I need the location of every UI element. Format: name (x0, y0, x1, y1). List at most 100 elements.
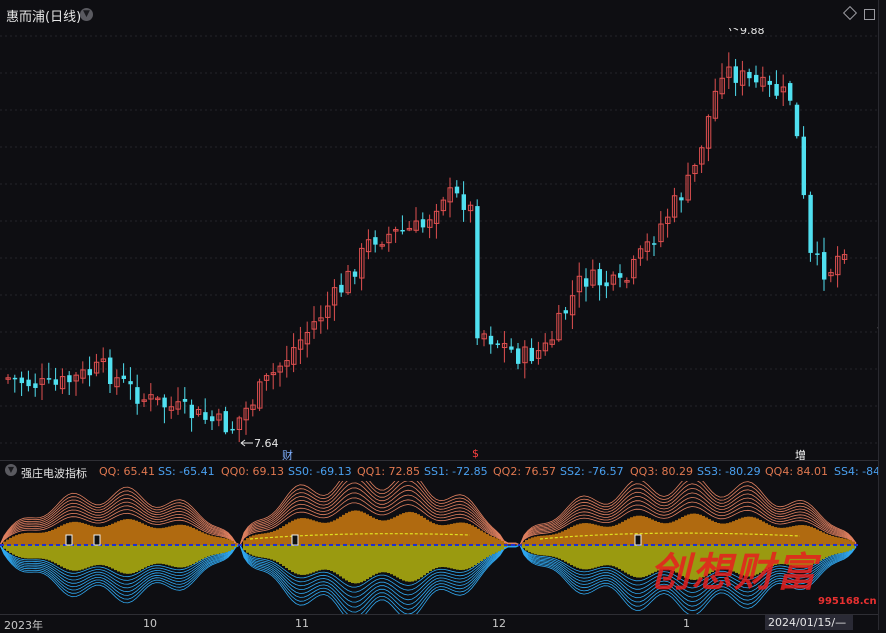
band-bar-up (297, 518, 300, 545)
band-bar-down (567, 545, 570, 564)
band-bar-down (465, 545, 468, 570)
band-bar-up (6, 539, 9, 545)
candle-body (440, 199, 447, 212)
wave-line-up (0, 497, 857, 546)
event-marker[interactable]: 增 (795, 449, 806, 462)
band-bar-up (717, 523, 720, 545)
band-bar-up (837, 537, 840, 545)
band-bar-up (480, 530, 483, 545)
band-bar-up (300, 518, 303, 545)
candle-body (216, 413, 222, 421)
band-bar-up (483, 532, 486, 545)
band-bar-up (234, 543, 237, 545)
band-bar-down (234, 545, 237, 548)
band-bar-down (387, 545, 390, 574)
band-bar-up (630, 517, 633, 545)
band-bar-down (696, 545, 699, 580)
band-bar-up (9, 537, 12, 545)
arrow-icon (240, 439, 253, 447)
candle-body (604, 282, 609, 287)
band-bar-up (597, 525, 600, 545)
band-bar-up (183, 525, 186, 545)
candle-body (495, 343, 500, 345)
candle-body (189, 404, 194, 419)
band-bar-up (207, 534, 210, 545)
wave-line-down (0, 544, 857, 613)
band-bar-up (621, 521, 624, 545)
candle-body (365, 239, 372, 253)
candle-body (475, 206, 480, 339)
band-bar-down (114, 545, 117, 571)
band-bar-up (774, 527, 777, 545)
candlestick-chart[interactable]: 9.88 7.64 (0, 28, 878, 460)
band-bar-up (783, 527, 786, 545)
band-bar-down (420, 545, 423, 578)
event-marker[interactable]: 财 (282, 449, 293, 462)
band-bar-down (201, 545, 204, 560)
band-bar-up (144, 524, 147, 545)
band-bar-down (132, 545, 135, 574)
band-bar-up (549, 534, 552, 545)
band-bar-up (39, 532, 42, 545)
band-bar-down (216, 545, 219, 555)
band-bar-down (42, 545, 45, 559)
band-bar-down (36, 545, 39, 559)
band-bar-down (585, 545, 588, 570)
band-bar-up (78, 522, 81, 545)
indicator-chart[interactable] (0, 481, 878, 614)
event-marker[interactable]: $ (472, 447, 479, 460)
band-bar-up (327, 522, 330, 545)
band-bar-up (210, 535, 213, 545)
band-bar-up (660, 522, 663, 545)
band-bar-up (396, 515, 399, 545)
candle-body (175, 401, 181, 410)
band-bar-up (849, 540, 852, 545)
band-bar-down (189, 545, 192, 566)
candle-body (549, 339, 555, 345)
band-bar-up (384, 520, 387, 545)
band-bar-up (264, 533, 267, 545)
band-bar-up (156, 528, 159, 545)
band-bar-down (99, 545, 102, 565)
band-bar-up (492, 536, 495, 545)
wave-line-up (0, 481, 857, 546)
band-bar-down (642, 545, 645, 578)
band-bar-down (51, 545, 54, 562)
band-bar-up (486, 534, 489, 545)
candle-body (699, 147, 705, 165)
band-bar-up (474, 526, 477, 545)
band-bar-down (111, 545, 114, 569)
indicator-value: SS1: -72.85 (424, 465, 488, 478)
band-bar-up (699, 514, 702, 545)
candle-body (835, 255, 841, 276)
candle-body (712, 90, 719, 119)
band-bar-up (657, 522, 660, 545)
candle-body (815, 253, 820, 255)
band-bar-down (657, 545, 660, 571)
band-bar-up (63, 524, 66, 545)
band-bar-down (594, 545, 597, 568)
band-bar-up (702, 515, 705, 545)
band-bar-down (591, 545, 594, 569)
marker-box (65, 534, 73, 546)
candle-body (100, 358, 107, 363)
diamond-icon[interactable] (842, 5, 858, 21)
band-bar-down (309, 545, 312, 574)
right-scrollbar[interactable] (878, 0, 886, 630)
band-bar-down (306, 545, 309, 575)
indicator-menu-icon[interactable]: ▼ (5, 464, 17, 476)
band-bar-down (459, 545, 462, 571)
band-bar-down (303, 545, 306, 575)
band-bar-down (93, 545, 96, 566)
candle-body (162, 397, 167, 408)
window-square-icon[interactable] (864, 9, 875, 20)
chevron-down-icon[interactable]: ▼ (80, 8, 93, 21)
band-bar-down (606, 545, 609, 566)
band-bar-down (381, 545, 384, 573)
wave-line-up (0, 487, 857, 546)
band-bar-up (48, 531, 51, 545)
band-bar-up (90, 525, 93, 545)
panel-divider[interactable] (0, 460, 878, 461)
band-bar-up (219, 537, 222, 545)
band-bar-up (414, 512, 417, 545)
